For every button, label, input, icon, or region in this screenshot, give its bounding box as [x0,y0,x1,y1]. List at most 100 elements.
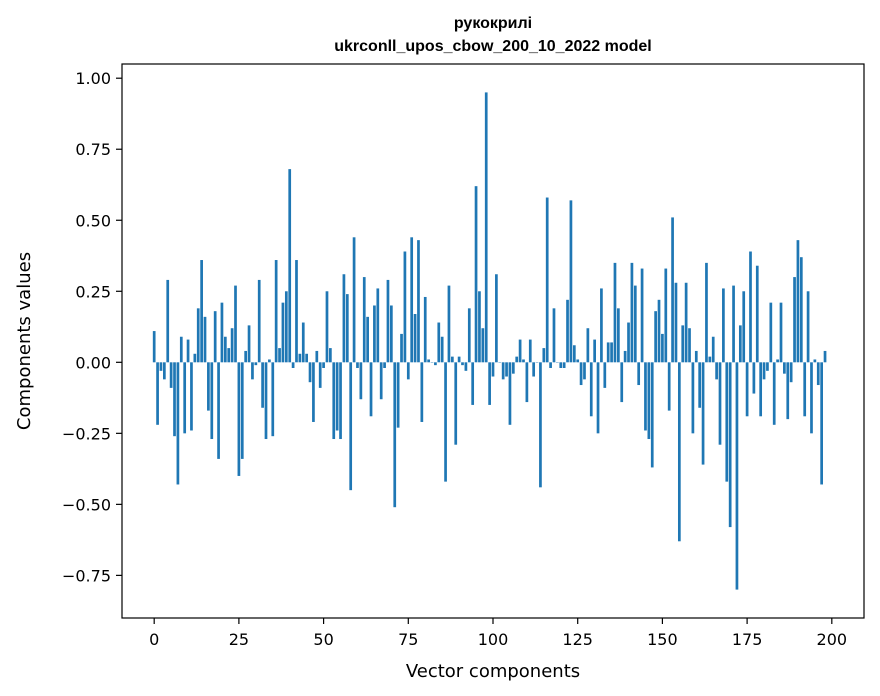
bar [400,333,403,363]
bar [196,308,200,363]
bar [515,356,519,363]
bar [495,274,498,363]
bar [366,316,369,363]
bar [254,362,258,366]
bar [179,336,183,363]
bar [163,362,166,380]
bar [688,328,691,363]
bar [234,285,237,363]
bar [427,359,430,363]
bar [369,362,373,417]
x-tick-label: 100 [478,630,509,649]
bar [657,299,661,363]
bar [295,260,298,363]
y-tick-label: 0.25 [75,282,111,301]
bar [240,362,244,459]
bar [545,197,549,363]
bar [728,362,732,528]
bar [359,362,363,400]
bar [603,362,607,388]
bar [640,268,644,363]
chart-title-line2: ukrconll_upos_cbow_200_10_2022 model [334,38,651,55]
bar [312,362,315,422]
bar [698,362,702,408]
bar [650,362,654,468]
bar [342,274,346,363]
bar [501,362,505,380]
bar [349,362,353,491]
bar [816,362,820,386]
bar [779,302,783,363]
bar [217,362,220,459]
bar [532,362,536,377]
bar [755,265,759,363]
bar [796,240,800,363]
bar [667,362,671,411]
bar [810,362,813,434]
bar [362,277,366,363]
bar [396,362,400,428]
bar [589,362,593,417]
y-tick-label: 1.00 [75,69,111,88]
bar [671,217,674,363]
y-tick-label: −0.75 [62,566,111,585]
bar [444,362,447,482]
chart-title-line1: рукокрилі [454,15,532,32]
bar [596,362,600,434]
bar [213,311,217,363]
bar [654,311,657,363]
bar [491,362,495,377]
x-tick-label: 25 [229,630,249,649]
bar [261,362,264,408]
bar [742,291,746,363]
bar [664,268,668,363]
bar [762,362,766,380]
bar [691,362,695,434]
bar [156,362,159,425]
x-tick-label: 75 [398,630,418,649]
bar [176,362,180,485]
bar [572,345,576,363]
bar [644,362,647,431]
bar [376,288,380,363]
bar [305,353,309,363]
bar [247,325,251,363]
bar [417,240,420,363]
bar [661,333,664,363]
bar [169,362,173,388]
y-tick-label: −0.50 [62,495,111,514]
bar [322,362,325,368]
bar [467,308,471,363]
bar [390,305,393,363]
bar [766,362,769,371]
bar [674,282,678,363]
bar [677,362,681,542]
bar [203,316,207,363]
bar [403,251,407,363]
bar [207,362,210,411]
bar [772,362,776,425]
bar [613,262,617,363]
bar [257,279,261,363]
y-tick-label: 0.00 [75,353,111,372]
x-tick-label: 150 [647,630,678,649]
bar [718,362,722,445]
bar [288,169,292,363]
bar [745,362,749,417]
x-tick-label: 0 [149,630,159,649]
bar [356,362,359,368]
bar [345,294,349,363]
bar [759,362,763,417]
bar [620,362,624,403]
bar [230,328,234,363]
bar [335,362,339,431]
bar [715,362,718,380]
bar [823,350,827,363]
bar [786,362,790,420]
bar [559,362,563,368]
bar [440,336,444,363]
bar [789,362,793,383]
bar [484,92,488,363]
bar [183,362,187,434]
bar [274,260,278,363]
